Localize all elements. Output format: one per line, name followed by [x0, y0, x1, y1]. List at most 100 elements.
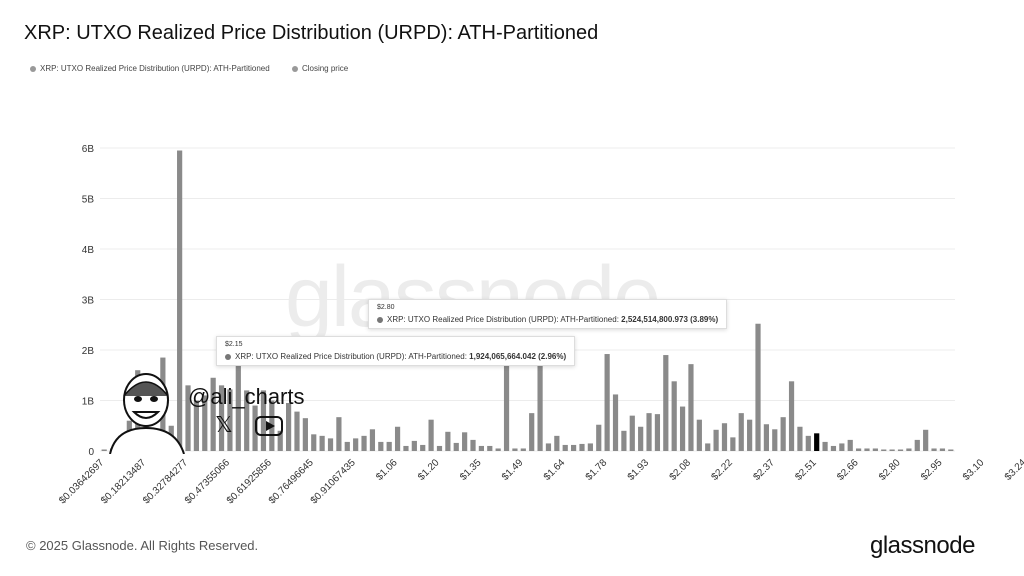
urpd-bar[interactable]: [755, 323, 761, 451]
urpd-bar[interactable]: [277, 430, 283, 451]
urpd-bar[interactable]: [822, 441, 828, 451]
urpd-bar[interactable]: [872, 448, 878, 451]
urpd-bar[interactable]: [596, 424, 602, 451]
urpd-bar[interactable]: [286, 403, 292, 451]
urpd-bar[interactable]: [319, 435, 325, 451]
urpd-bar[interactable]: [210, 377, 216, 451]
urpd-bar[interactable]: [294, 411, 300, 451]
legend-item-closing-price[interactable]: Closing price: [291, 64, 348, 73]
urpd-bar[interactable]: [847, 439, 853, 451]
urpd-bar[interactable]: [696, 419, 702, 451]
urpd-bar[interactable]: [386, 441, 392, 451]
urpd-bar[interactable]: [378, 441, 384, 451]
urpd-bar[interactable]: [177, 150, 183, 451]
urpd-bar[interactable]: [545, 443, 552, 451]
urpd-bar[interactable]: [344, 441, 350, 451]
urpd-bar[interactable]: [244, 390, 250, 451]
urpd-bar[interactable]: [713, 429, 719, 451]
urpd-bar[interactable]: [638, 426, 644, 451]
urpd-bar[interactable]: [462, 432, 468, 451]
urpd-bar[interactable]: [101, 449, 107, 451]
urpd-bar[interactable]: [587, 443, 593, 451]
legend-item-urpd[interactable]: XRP: UTXO Realized Price Distribution (U…: [30, 64, 270, 73]
urpd-bar[interactable]: [520, 448, 526, 451]
urpd-bar[interactable]: [654, 414, 661, 451]
urpd-bar[interactable]: [663, 355, 669, 451]
urpd-bar[interactable]: [579, 443, 585, 451]
urpd-bar[interactable]: [839, 443, 845, 451]
x-tick-label: $2.22: [710, 457, 736, 483]
urpd-bar[interactable]: [369, 429, 376, 451]
urpd-bar[interactable]: [260, 390, 267, 451]
urpd-bar[interactable]: [772, 429, 778, 451]
urpd-bar[interactable]: [512, 448, 518, 451]
urpd-bar[interactable]: [881, 449, 887, 451]
urpd-bar[interactable]: [747, 419, 753, 451]
urpd-bar[interactable]: [436, 445, 443, 451]
urpd-bar[interactable]: [302, 418, 308, 451]
urpd-bar[interactable]: [931, 448, 937, 451]
urpd-bar[interactable]: [327, 438, 334, 452]
urpd-bar[interactable]: [428, 419, 434, 451]
urpd-bar[interactable]: [403, 445, 409, 451]
urpd-bar[interactable]: [562, 444, 568, 451]
urpd-bar[interactable]: [311, 434, 317, 451]
urpd-bar[interactable]: [353, 438, 359, 452]
urpd-bar[interactable]: [805, 435, 811, 451]
urpd-bar[interactable]: [453, 442, 459, 451]
x-tick-label: $3.10: [961, 457, 987, 483]
urpd-bar[interactable]: [897, 449, 904, 451]
urpd-bar[interactable]: [738, 413, 744, 452]
urpd-bar[interactable]: [202, 395, 208, 451]
urpd-bar[interactable]: [864, 448, 870, 451]
urpd-bar[interactable]: [571, 444, 577, 451]
urpd-bar[interactable]: [336, 417, 342, 451]
urpd-bar[interactable]: [537, 355, 543, 451]
urpd-bar[interactable]: [612, 394, 619, 451]
urpd-bar[interactable]: [721, 423, 728, 451]
urpd-bar[interactable]: [411, 440, 417, 451]
urpd-bar[interactable]: [948, 449, 954, 451]
urpd-bar[interactable]: [939, 448, 946, 451]
urpd-bar[interactable]: [185, 385, 191, 451]
chart-title: XRP: UTXO Realized Price Distribution (U…: [24, 22, 599, 44]
urpd-bar[interactable]: [688, 364, 694, 451]
urpd-bar[interactable]: [470, 439, 476, 451]
urpd-bar[interactable]: [218, 385, 225, 451]
urpd-bar[interactable]: [235, 365, 241, 451]
urpd-bar[interactable]: [621, 430, 627, 451]
urpd-bar[interactable]: [227, 389, 233, 451]
urpd-bar[interactable]: [487, 445, 493, 451]
x-tick-label: $2.37: [751, 457, 777, 483]
urpd-bar[interactable]: [914, 439, 920, 451]
urpd-bar[interactable]: [830, 445, 837, 451]
urpd-bar[interactable]: [906, 448, 912, 451]
urpd-bar[interactable]: [554, 435, 560, 451]
urpd-bar[interactable]: [361, 435, 367, 451]
urpd-bar[interactable]: [529, 413, 535, 452]
urpd-bar[interactable]: [730, 437, 736, 451]
urpd-bar[interactable]: [788, 381, 795, 451]
urpd-bar[interactable]: [193, 400, 199, 452]
urpd-bar[interactable]: [420, 444, 426, 451]
urpd-bar[interactable]: [394, 426, 401, 451]
x-tick-label: $2.51: [793, 457, 819, 483]
urpd-bar[interactable]: [856, 448, 862, 451]
urpd-bar[interactable]: [503, 357, 510, 451]
urpd-bar[interactable]: [705, 443, 711, 451]
urpd-bar[interactable]: [889, 449, 895, 451]
urpd-bar[interactable]: [478, 445, 484, 451]
urpd-bar[interactable]: [629, 415, 635, 451]
urpd-bar[interactable]: [780, 417, 786, 451]
urpd-bar[interactable]: [923, 429, 929, 451]
urpd-bar[interactable]: [763, 424, 769, 451]
urpd-bar[interactable]: [679, 406, 686, 451]
urpd-bar[interactable]: [604, 354, 610, 451]
urpd-bar[interactable]: [646, 413, 652, 452]
urpd-bar[interactable]: [495, 448, 501, 451]
current-price-bar[interactable]: [814, 433, 820, 451]
urpd-bar[interactable]: [445, 431, 451, 451]
urpd-bar[interactable]: [671, 381, 677, 451]
urpd-bar[interactable]: [797, 426, 803, 451]
